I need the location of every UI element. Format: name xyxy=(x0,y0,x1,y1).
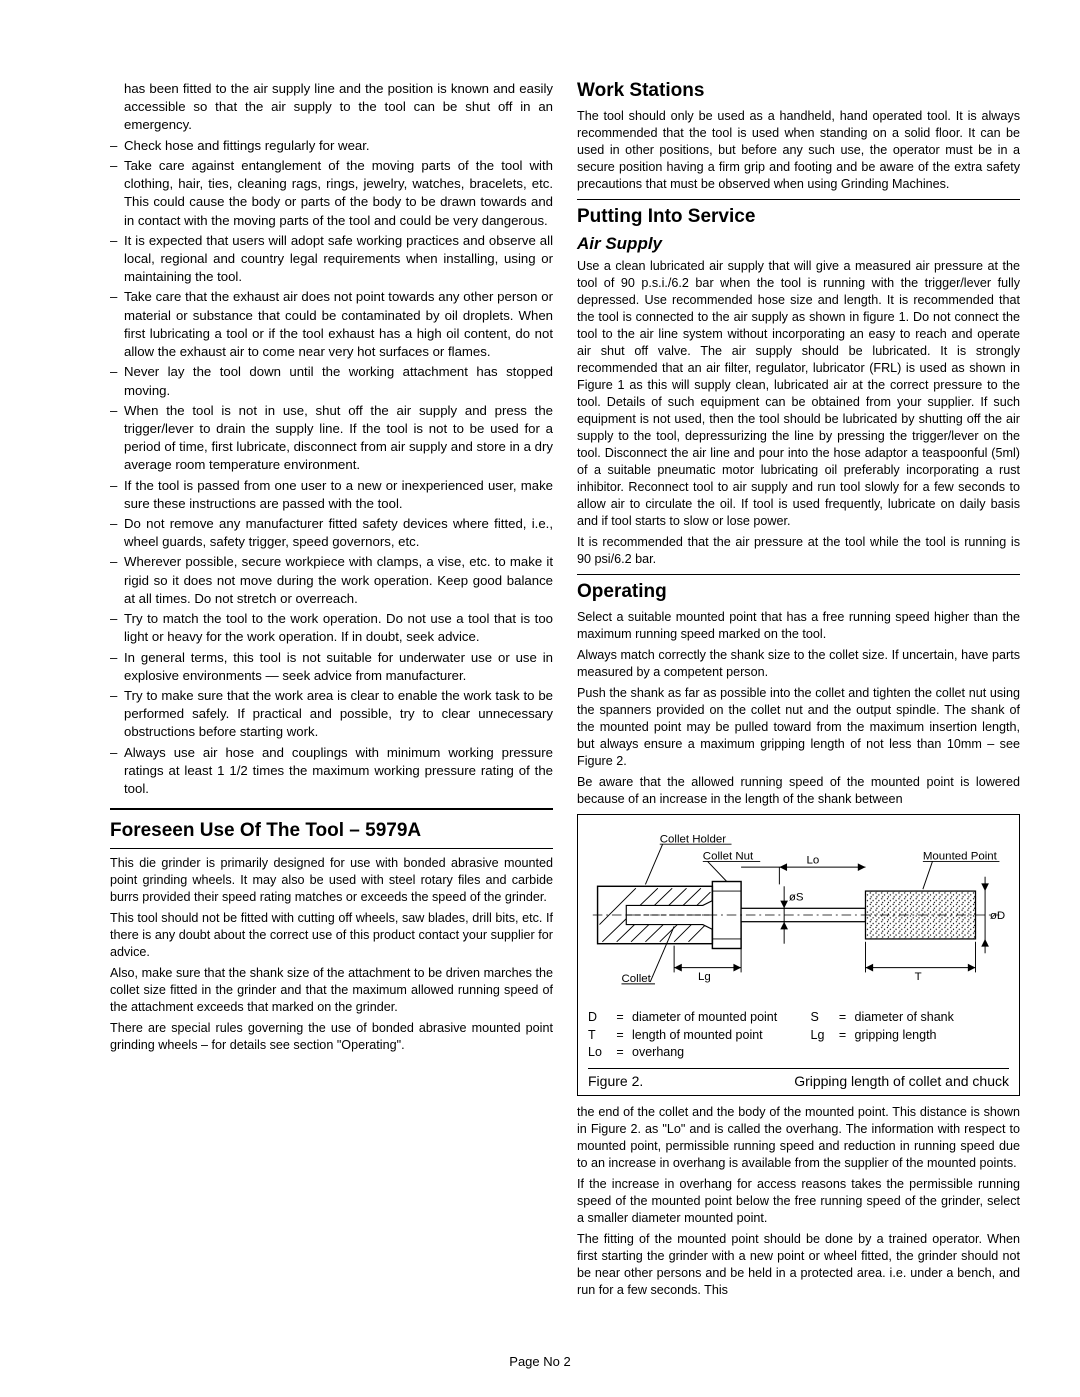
legend-d: diameter of mounted point xyxy=(632,1009,777,1027)
figure-legend: D=diameter of mounted point T=length of … xyxy=(588,1009,1009,1062)
label-collet-holder: Collet Holder xyxy=(660,833,726,845)
right-column: Work Stations The tool should only be us… xyxy=(577,80,1020,1303)
page-number: Page No 2 xyxy=(0,1354,1080,1369)
label-mounted-point: Mounted Point xyxy=(923,851,998,863)
foreseen-p4: There are special rules governing the us… xyxy=(110,1020,553,1054)
bullet-item: Take care against entanglement of the mo… xyxy=(110,157,553,230)
foreseen-heading: Foreseen Use Of The Tool – 5979A xyxy=(110,820,553,842)
operating-p2: Always match correctly the shank size to… xyxy=(577,647,1020,681)
bullet-item: Wherever possible, secure workpiece with… xyxy=(110,553,553,608)
page: has been fitted to the air supply line a… xyxy=(60,80,1020,1303)
operating-heading: Operating xyxy=(577,581,1020,603)
after-fig-p2: If the increase in overhang for access r… xyxy=(577,1176,1020,1227)
bullet-item: It is expected that users will adopt saf… xyxy=(110,232,553,287)
bullet-item: Always use air hose and couplings with m… xyxy=(110,744,553,799)
bullet-item: If the tool is passed from one user to a… xyxy=(110,477,553,513)
divider xyxy=(577,199,1020,200)
foreseen-p2: This tool should not be fitted with cutt… xyxy=(110,910,553,961)
caption-left: Figure 2. xyxy=(588,1073,643,1089)
foreseen-p3: Also, make sure that the shank size of t… xyxy=(110,965,553,1016)
label-os: øS xyxy=(789,892,804,904)
legend-t: length of mounted point xyxy=(632,1027,763,1045)
bullet-item: Do not remove any manufacturer fitted sa… xyxy=(110,515,553,551)
label-collet-nut: Collet Nut xyxy=(703,851,754,863)
label-lg: Lg xyxy=(698,971,711,983)
bullet-item: Take care that the exhaust air does not … xyxy=(110,288,553,361)
divider xyxy=(110,808,553,810)
putting-p1: Use a clean lubricated air supply that w… xyxy=(577,258,1020,530)
legend-lg: gripping length xyxy=(855,1027,937,1045)
left-column: has been fitted to the air supply line a… xyxy=(60,80,553,1303)
bullet-item: When the tool is not in use, shut off th… xyxy=(110,402,553,475)
bullet-item: In general terms, this tool is not suita… xyxy=(110,649,553,685)
foreseen-p1: This die grinder is primarily designed f… xyxy=(110,855,553,906)
legend-lo: overhang xyxy=(632,1044,684,1062)
putting-p2: It is recommended that the air pressure … xyxy=(577,534,1020,568)
label-lo: Lo xyxy=(806,854,819,866)
bullet-item: Try to make sure that the work area is c… xyxy=(110,687,553,742)
work-p1: The tool should only be used as a handhe… xyxy=(577,108,1020,193)
label-od: øD xyxy=(990,910,1005,922)
work-heading: Work Stations xyxy=(577,80,1020,102)
figure-caption: Figure 2. Gripping length of collet and … xyxy=(588,1068,1009,1089)
figure-2: Collet Holder Collet Nut Mounted Point L… xyxy=(577,814,1020,1096)
bullet-item: Try to match the tool to the work operat… xyxy=(110,610,553,646)
after-fig-p1: the end of the collet and the body of th… xyxy=(577,1104,1020,1172)
air-supply-subheading: Air Supply xyxy=(577,234,1020,254)
collet-diagram: Collet Holder Collet Nut Mounted Point L… xyxy=(588,825,1009,1005)
operating-p1: Select a suitable mounted point that has… xyxy=(577,609,1020,643)
label-collet: Collet xyxy=(621,973,651,985)
bullet-item: Never lay the tool down until the workin… xyxy=(110,363,553,399)
label-t: T xyxy=(915,971,922,983)
bullet-item: Check hose and fittings regularly for we… xyxy=(110,137,553,155)
divider xyxy=(577,574,1020,575)
caption-right: Gripping length of collet and chuck xyxy=(794,1073,1009,1089)
legend-s: diameter of shank xyxy=(855,1009,954,1027)
after-fig-p3: The fitting of the mounted point should … xyxy=(577,1231,1020,1299)
divider xyxy=(110,848,553,849)
lead-paragraph: has been fitted to the air supply line a… xyxy=(110,80,553,135)
operating-p3: Push the shank as far as possible into t… xyxy=(577,685,1020,770)
putting-heading: Putting Into Service xyxy=(577,206,1020,228)
safety-bullet-list: Check hose and fittings regularly for we… xyxy=(110,137,553,799)
operating-p4: Be aware that the allowed running speed … xyxy=(577,774,1020,808)
